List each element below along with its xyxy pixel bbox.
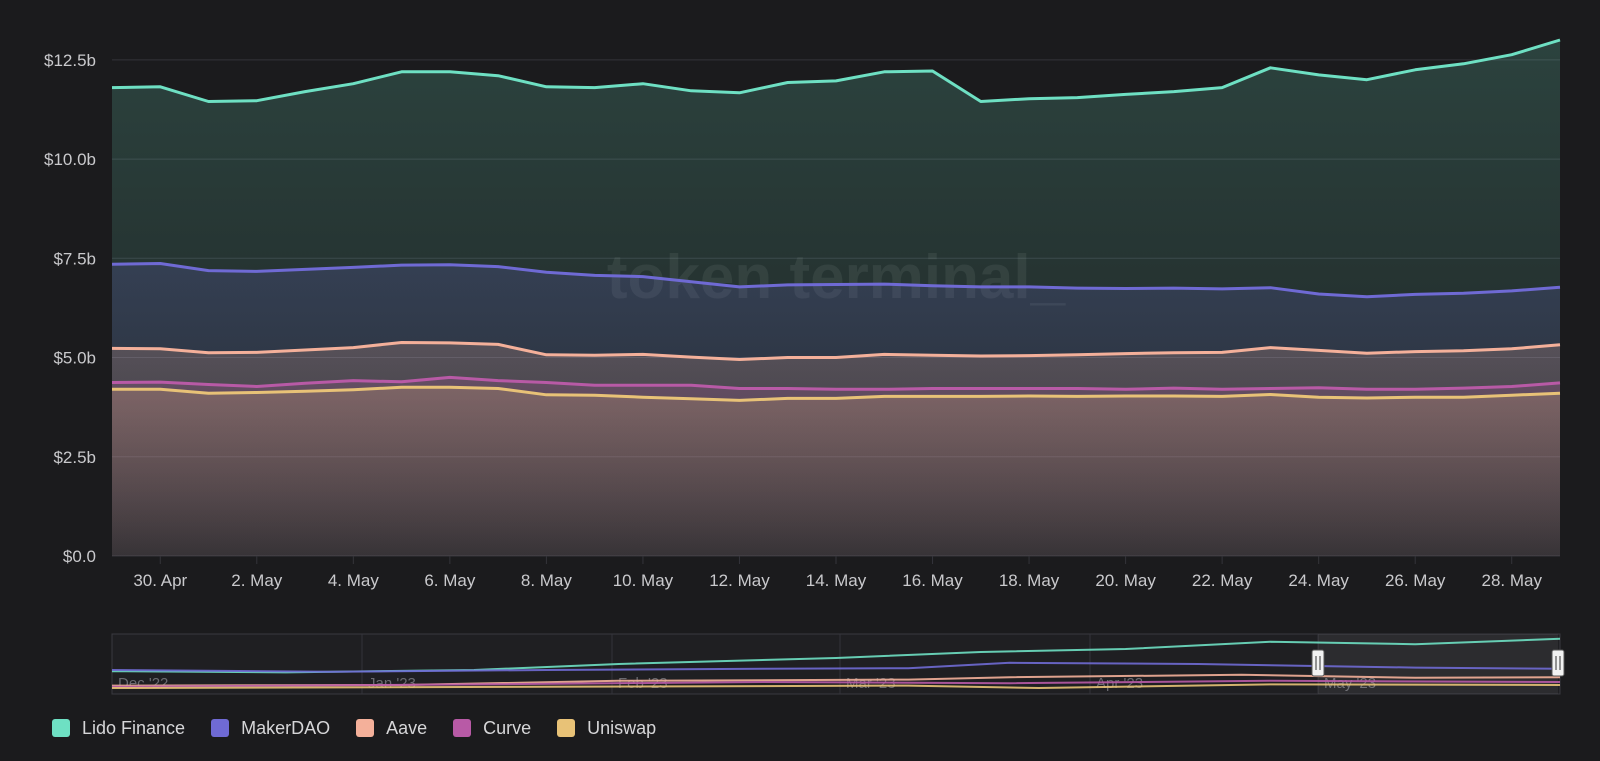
range-navigator[interactable]: Dec '22 Jan '23 Feb '23 Mar '23 Apr '23 May '… [0,620,1600,700]
x-tick-label: 26. May [1385,571,1446,590]
legend-label: Lido Finance [82,717,186,738]
series-line-makerdao[interactable] [111,262,1561,299]
x-tick-label: 4. May [328,571,380,590]
navigator-handle-left[interactable] [1311,649,1325,677]
x-tick-label: 18. May [999,571,1060,590]
navigator-label: Jan '23 [368,675,416,692]
drag-handle-icon[interactable] [1551,649,1565,677]
navigator-series [111,683,1561,690]
navigator-series [111,679,1561,688]
navigator-series [111,661,1561,673]
legend-label: Uniswap [587,717,657,738]
y-tick-label: $2.5b [53,448,96,467]
x-tick-label: 20. May [1095,571,1156,590]
navigator-label: May '23 [1324,675,1376,692]
series-line-aave[interactable] [111,341,1561,361]
series-line-lido-finance[interactable] [111,38,1561,103]
y-tick-label: $10.0b [44,150,96,169]
legend-swatch [453,719,472,737]
x-tick-label: 14. May [806,571,867,590]
legend-item-lido-finance[interactable]: Lido Finance [52,718,185,739]
navigator-label: Dec '22 [118,675,168,692]
y-tick-label: $5.0b [53,349,96,368]
legend-item-uniswap[interactable]: Uniswap [557,718,656,739]
x-tick-label: 8. May [521,571,573,590]
x-tick-label: 16. May [902,571,963,590]
legend-swatch [356,719,375,737]
x-tick-label: 2. May [231,571,283,590]
x-tick-label: 6. May [424,571,476,590]
navigator-handle-right[interactable] [1551,649,1565,677]
y-tick-label: $0.0 [63,547,96,566]
x-tick-label: 24. May [1288,571,1349,590]
x-tick-label: 22. May [1192,571,1253,590]
x-tick-label: 28. May [1481,571,1542,590]
x-tick-label: 30. Apr [133,571,187,590]
legend-label: MakerDAO [241,717,331,738]
series-line-uniswap[interactable] [112,385,1561,402]
legend-label: Curve [483,717,532,738]
legend: Lido Finance MakerDAO Aave Curve Uniswap [52,716,656,740]
y-tick-label: $12.5b [44,51,96,70]
legend-item-makerdao[interactable]: MakerDAO [211,718,330,739]
series-line-curve[interactable] [111,375,1561,391]
legend-item-aave[interactable]: Aave [356,718,427,739]
drag-handle-icon[interactable] [1311,649,1325,677]
legend-swatch [52,719,70,737]
x-tick-label: 10. May [613,571,674,590]
x-tick-label: 12. May [709,571,770,590]
legend-item-curve[interactable]: Curve [453,718,531,739]
navigator-label: Apr '23 [1096,675,1143,692]
y-tick-label: $7.5b [53,249,96,268]
area-uniswap [112,387,1560,556]
main-chart[interactable]: $0.0$2.5b$5.0b$7.5b$10.0b$12.5btoken ter… [0,0,1600,610]
legend-label: Aave [386,717,428,738]
legend-swatch [211,719,230,737]
legend-swatch [557,719,576,737]
